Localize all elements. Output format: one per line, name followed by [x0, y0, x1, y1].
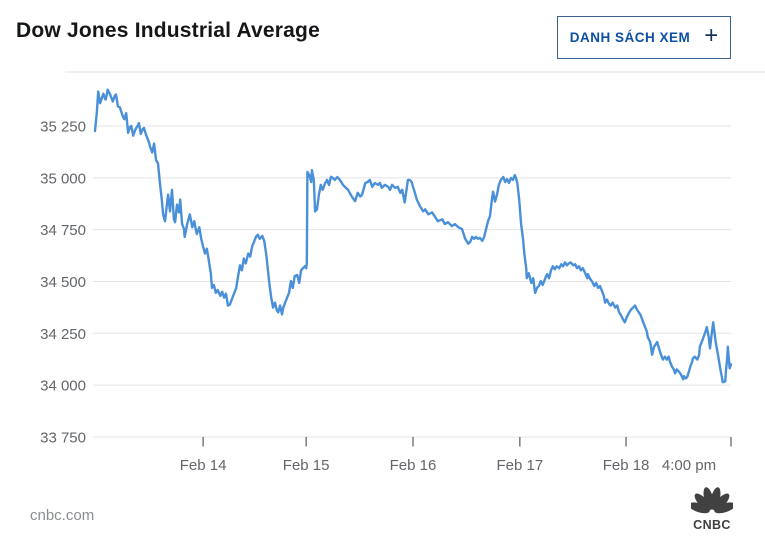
page-title: Dow Jones Industrial Average	[16, 19, 320, 42]
price-line	[93, 88, 733, 384]
y-axis-tick-label: 33 750	[40, 429, 86, 446]
watchlist-button[interactable]: DANH SÁCH XEM +	[557, 16, 731, 59]
peacock-icon	[691, 487, 733, 514]
x-axis-tick-label: Feb 16	[390, 457, 437, 474]
x-axis-tick-label: Feb 14	[180, 457, 227, 474]
x-axis-tick-label: Feb 17	[496, 457, 543, 474]
watchlist-button-label: DANH SÁCH XEM	[569, 30, 691, 45]
y-axis-tick-label: 35 250	[40, 119, 86, 136]
y-axis-tick-label: 35 000	[40, 170, 86, 187]
y-axis-tick-label: 34 750	[40, 222, 86, 239]
plus-icon: +	[704, 22, 719, 49]
cnbc-logo: CNBC	[691, 487, 733, 532]
y-axis-tick-label: 34 000	[40, 378, 86, 395]
y-axis-tick-label: 34 250	[40, 326, 86, 343]
y-axis-tick-label: 34 500	[40, 274, 86, 291]
source-link[interactable]: cnbc.com	[30, 507, 95, 524]
header-divider	[65, 71, 765, 73]
x-axis-tick-label: 4:00 pm	[662, 457, 716, 474]
x-axis-tick-label: Feb 15	[283, 457, 330, 474]
x-axis-tick-label: Feb 18	[603, 457, 650, 474]
cnbc-logo-text: CNBC	[693, 518, 731, 532]
